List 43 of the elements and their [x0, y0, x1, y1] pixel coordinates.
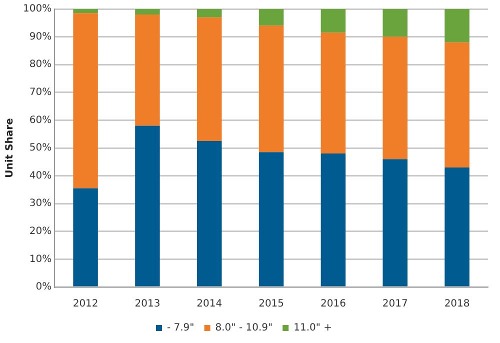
- y-tick-label: 10%: [29, 254, 52, 265]
- y-tick-label: 0%: [36, 282, 52, 293]
- bar: [320, 9, 346, 33]
- x-tick-label: 2013: [134, 298, 160, 310]
- bar: [135, 126, 160, 286]
- y-tick-label: 70%: [29, 86, 52, 98]
- bar: [196, 141, 222, 286]
- y-axis-title: Unit Share: [4, 118, 16, 178]
- bar: [196, 17, 222, 142]
- y-tick-label: 50%: [29, 142, 52, 154]
- bar: [73, 9, 98, 14]
- y-tick-label: 80%: [29, 59, 52, 70]
- bar: [382, 36, 408, 160]
- bar: [258, 9, 284, 26]
- bar: [73, 13, 98, 188]
- bar: [135, 14, 160, 126]
- x-tick-label: 2016: [320, 298, 346, 310]
- bar: [382, 9, 408, 37]
- x-tick-label: 2017: [382, 298, 408, 310]
- bar: [382, 159, 408, 286]
- bar: [73, 188, 98, 286]
- bar: [135, 9, 160, 15]
- bar: [444, 167, 470, 286]
- x-tick-label: 2012: [72, 298, 98, 310]
- y-tick-label: 30%: [29, 198, 52, 210]
- y-tick-label: 60%: [29, 114, 52, 126]
- bar: [444, 42, 470, 168]
- bar: [258, 152, 284, 286]
- y-tick-label: 100%: [22, 4, 52, 15]
- bar: [444, 9, 470, 42]
- bar: [258, 26, 284, 152]
- x-tick-label: 2018: [444, 298, 470, 310]
- y-tick-label: 90%: [29, 31, 52, 42]
- bar: [320, 32, 346, 154]
- legend-label: 11.0" +: [294, 322, 332, 334]
- bar: [196, 9, 222, 18]
- legend-label: - 7.9": [166, 322, 194, 334]
- y-tick-label: 20%: [29, 226, 52, 237]
- y-tick-label: 40%: [29, 170, 52, 182]
- legend-label: 8.0" - 10.9": [215, 322, 273, 334]
- x-tick-label: 2015: [258, 298, 284, 310]
- bar: [320, 154, 346, 286]
- x-tick-label: 2014: [196, 298, 222, 310]
